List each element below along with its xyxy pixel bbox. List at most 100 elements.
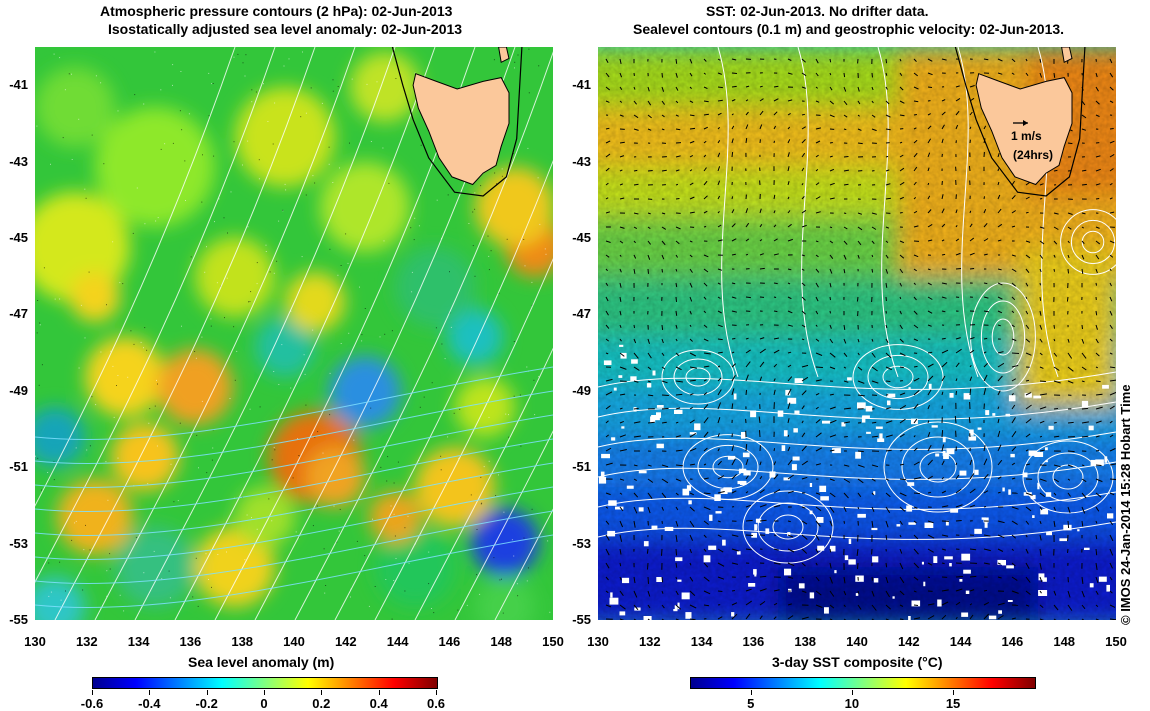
cloud-mask [675, 557, 682, 561]
velocity-vector [1096, 311, 1097, 315]
velocity-vector [969, 417, 970, 423]
cloud-mask [682, 593, 690, 600]
sea-level-anomaly-map[interactable] [35, 47, 553, 620]
data-dot [170, 597, 171, 598]
data-dot [361, 334, 362, 335]
anomaly-blob [70, 272, 120, 322]
data-dot [59, 562, 60, 563]
data-dot [394, 483, 395, 484]
data-dot [137, 188, 138, 189]
x-tick-label: 142 [335, 634, 357, 649]
velocity-vector [732, 339, 735, 340]
data-dot [333, 79, 334, 80]
velocity-vector [676, 184, 678, 185]
y-tick-label: -49 [0, 383, 28, 398]
cloud-mask [874, 578, 879, 582]
data-dot [242, 165, 243, 166]
data-dot [172, 85, 173, 86]
data-dot [141, 342, 142, 343]
data-dot [333, 91, 334, 92]
velocity-vector [1054, 73, 1055, 78]
data-dot [532, 509, 533, 510]
velocity-vector [844, 129, 846, 130]
data-dot [274, 447, 275, 448]
data-dot [204, 272, 205, 273]
cloud-mask [985, 522, 988, 528]
data-dot [508, 414, 509, 415]
cloud-mask [960, 471, 967, 476]
colorbar-tick-label: 15 [946, 696, 960, 711]
data-dot [527, 580, 528, 581]
cloud-mask [1106, 585, 1110, 592]
velocity-vector [1110, 479, 1116, 480]
velocity-vector [746, 444, 747, 451]
data-dot [146, 350, 147, 351]
colorbar-tick-mark [852, 690, 853, 695]
data-dot [35, 456, 36, 457]
data-dot [272, 459, 273, 460]
data-dot [481, 503, 482, 504]
data-dot [84, 189, 85, 190]
velocity-vector [732, 403, 733, 409]
data-dot [198, 467, 199, 468]
data-dot [409, 563, 410, 564]
data-dot [440, 456, 441, 457]
x-tick-label: 136 [743, 634, 765, 649]
data-dot [156, 380, 157, 381]
sst-colorbar [690, 677, 1036, 689]
colorbar-tick-label: -0.2 [195, 696, 217, 711]
cloud-mask [897, 524, 901, 526]
velocity-vector [1040, 436, 1042, 437]
data-dot [549, 612, 550, 613]
data-dot [206, 246, 207, 247]
velocity-vector [1054, 409, 1058, 410]
data-dot [329, 147, 330, 148]
y-tick-label: -43 [555, 154, 591, 169]
cloud-mask [834, 570, 836, 573]
data-dot [546, 254, 547, 255]
cloud-mask [871, 528, 877, 530]
data-dot [377, 81, 378, 82]
y-tick-label: -55 [555, 612, 591, 627]
data-dot [81, 305, 82, 306]
cloud-mask [708, 546, 716, 550]
velocity-vector [676, 283, 677, 287]
left-title-line1: Atmospheric pressure contours (2 hPa): 0… [100, 3, 452, 19]
velocity-vector [970, 389, 971, 395]
data-dot [332, 182, 333, 183]
data-dot [474, 209, 475, 210]
velocity-vector [830, 549, 831, 552]
cloud-mask [929, 384, 932, 390]
data-dot [369, 606, 370, 607]
data-dot [59, 299, 60, 300]
cloud-mask [741, 432, 746, 439]
data-dot [382, 148, 383, 149]
x-tick-label: 142 [898, 634, 920, 649]
data-dot [507, 239, 508, 240]
data-dot [520, 395, 521, 396]
data-dot [224, 317, 225, 318]
sst-map[interactable]: 1 m/s (24hrs) [598, 47, 1116, 620]
colorbar-tick-mark [379, 690, 380, 695]
cloud-mask [784, 569, 791, 576]
velocity-vector [634, 170, 637, 171]
data-dot [432, 382, 433, 383]
data-dot [39, 385, 40, 386]
data-dot [82, 590, 83, 591]
data-dot [209, 115, 210, 116]
velocity-vector [1026, 212, 1029, 213]
data-dot [311, 87, 312, 88]
velocity-vector [1068, 451, 1075, 452]
anomaly-blob [35, 67, 115, 147]
data-dot [304, 354, 305, 355]
data-dot [385, 579, 386, 580]
velocity-vector [634, 408, 639, 409]
data-dot [155, 221, 156, 222]
velocity-vector [746, 535, 753, 536]
cloud-mask [656, 577, 662, 582]
velocity-vector [928, 492, 931, 493]
velocity-vector [676, 297, 677, 302]
data-dot [149, 408, 150, 409]
data-dot [488, 256, 489, 257]
data-dot [213, 156, 214, 157]
